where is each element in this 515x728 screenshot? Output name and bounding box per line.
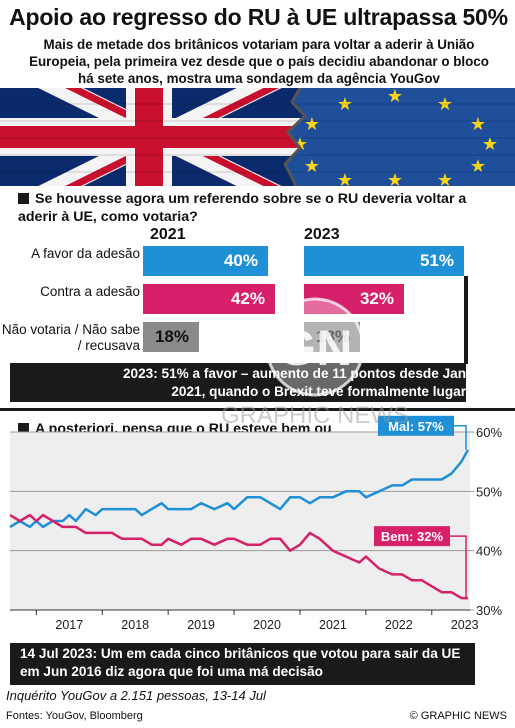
y-tick-label: 40% [476,544,502,559]
svg-text:★: ★ [304,114,320,135]
bar-value-label: 42% [230,289,265,308]
eu-flag-half: ★ ★ ★★ ★★★★ ★★★★ [285,88,515,186]
bar-value-label: 40% [223,251,258,270]
note-1-text: 2023: 51% a favor – aumento de 11 pontos… [123,366,466,399]
svg-text:★: ★ [437,170,453,186]
bar-2023-0: 51% [304,246,464,276]
svg-text:★: ★ [470,156,486,177]
bar-2021-2: 18% [143,322,199,352]
survey-note: Inquérito YouGov a 2.151 pessoas, 13-14 … [6,688,266,703]
plot-background [10,432,470,610]
watermark-text: GRAPHIC NEWS [221,402,409,429]
x-tick-label: 2022 [385,618,413,632]
series-line-mal [9,449,470,529]
svg-text:★: ★ [387,170,403,186]
bar-2021-1: 42% [143,284,275,314]
annotation-box-mal [378,415,454,436]
x-tick-label: 2019 [187,618,215,632]
category-label-contra: Contra a adesão [40,284,140,299]
x-tick-label: 2017 [55,618,83,632]
annotation-leader-mal [454,425,467,450]
square-bullet-icon [18,193,29,204]
note-2-text: 14 Jul 2023: Um em cada cinco britânicos… [20,646,461,679]
x-tick-label: 2020 [253,618,281,632]
y-tick-label: 60% [476,425,502,440]
x-tick-label: 2021 [319,618,347,632]
x-tick-label: 2018 [121,618,149,632]
bar-value-label: 32% [359,289,394,308]
uk-flag-half [0,88,305,186]
category-label-favor: A favor da adesão [31,246,140,261]
annotation-box-bem [374,526,450,547]
question-1-text: Se houvesse agora um referendo sobre se … [18,191,467,225]
sources-note: Fontes: YouGov, Bloomberg [6,710,143,722]
note-2-box [10,643,475,685]
x-tick-label: 2023 [451,618,479,632]
year-label-2021: 2021 [150,226,186,243]
svg-text:★: ★ [387,88,403,107]
watermark-logo-circle [265,297,365,397]
chart-title: Apoio ao regresso do RU à UE ultrapassa … [9,4,508,30]
svg-text:★: ★ [337,94,353,115]
svg-text:★: ★ [437,94,453,115]
category-label-nao-votaria: Não votaria / Não sabe / recusava [1,322,140,353]
square-bullet-icon [18,423,29,434]
crack-line [283,88,308,186]
brick-texture [0,103,515,173]
svg-text:★: ★ [304,156,320,177]
annotation-leader-bem [450,535,467,599]
y-tick-label: 30% [476,603,502,618]
watermark-logo-text: GN [278,320,353,376]
note-1-box [10,363,466,402]
connector-line [464,276,468,364]
bar-2021-0: 40% [143,246,268,276]
annotation-label-mal: Mal: 57% [388,419,444,434]
credit-note: © GRAPHIC NEWS [409,710,507,722]
svg-text:★: ★ [337,170,353,186]
section-divider [0,408,515,411]
annotation-label-bem: Bem: 32% [381,529,444,544]
year-label-2023: 2023 [304,226,340,243]
flag-banner-illustration: ★ ★ ★★ ★★★★ ★★★★ [0,88,515,186]
series-line-bem [9,513,468,600]
bar-value-label: 18% [315,327,350,346]
graphic-news-watermark: GN GRAPHIC NEWS [221,297,409,429]
line-chart: 30% 40% 50% 60% 2017 2018 2019 2020 2021 2022 2023… [9,415,502,632]
bar-value-label: 51% [419,251,454,270]
question-1: Se houvesse agora um referendo sobre se … [18,190,488,226]
chart-subtitle: Mais de metade dos britânicos votariam p… [29,37,489,86]
bar-value-label: 18% [154,327,189,346]
svg-text:★: ★ [482,134,498,155]
y-tick-label: 50% [476,484,502,499]
svg-text:★: ★ [470,114,486,135]
bar-2023-2: 18% [304,322,360,352]
